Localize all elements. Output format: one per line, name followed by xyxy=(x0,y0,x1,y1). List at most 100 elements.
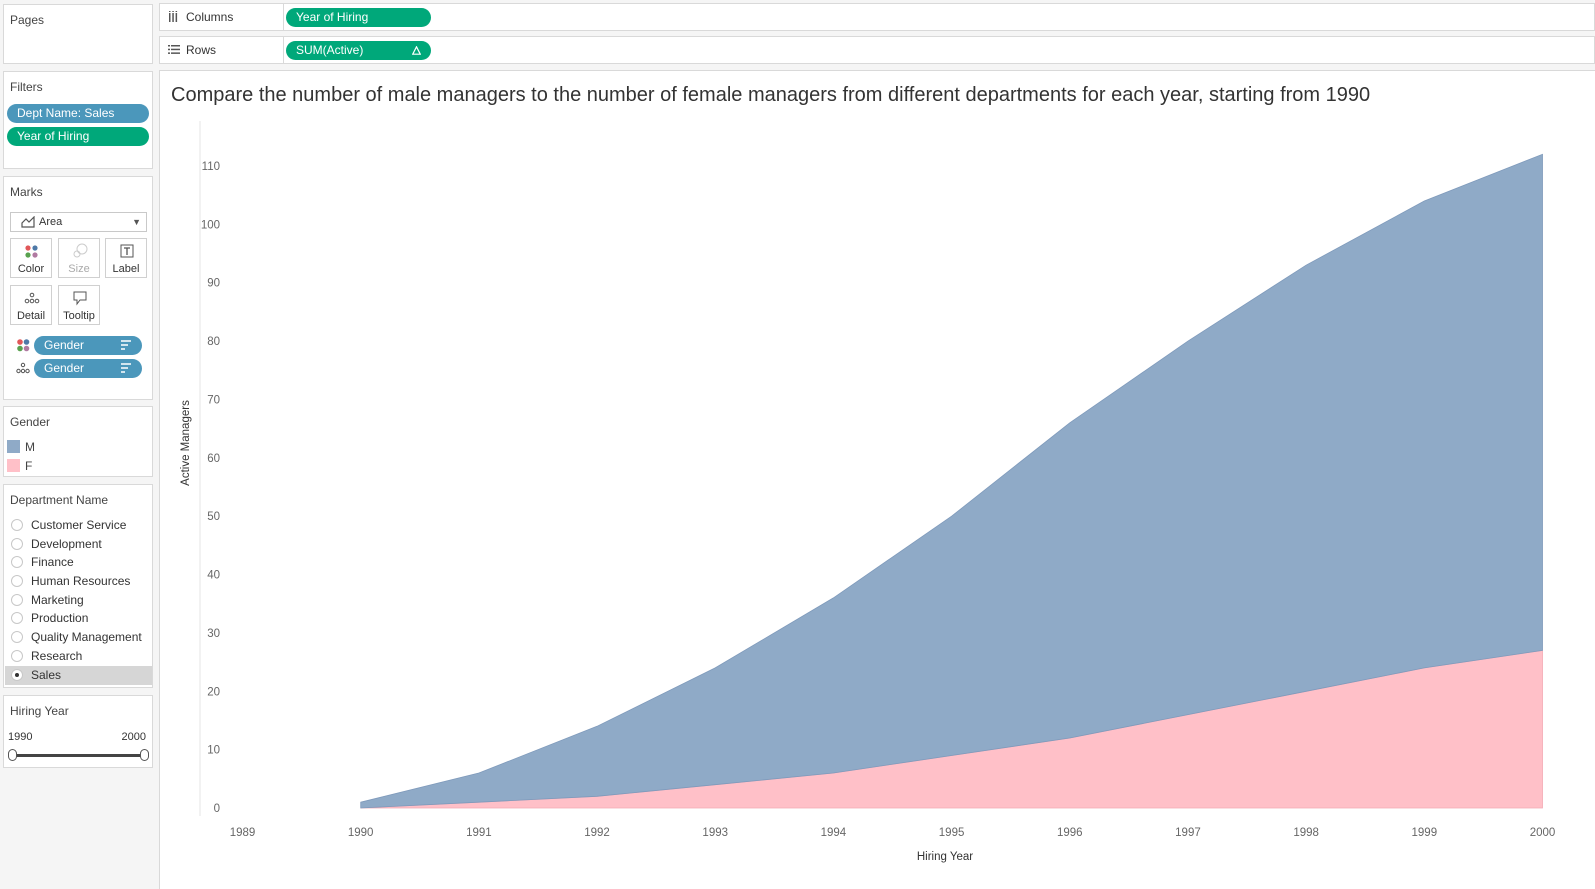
department-filter-title: Department Name xyxy=(10,493,109,507)
label-icon xyxy=(120,244,134,258)
slider-max-handle[interactable] xyxy=(140,749,149,761)
dept-option-label: Research xyxy=(31,649,83,663)
y-tick-label: 50 xyxy=(207,511,220,523)
x-tick-label: 1992 xyxy=(584,827,610,839)
x-tick-label: 1991 xyxy=(466,827,492,839)
dept-option-quality-management[interactable]: Quality Management xyxy=(5,628,152,647)
y-axis: 0 10 20 30 40 50 60 70 80 90 100 110 xyxy=(201,161,220,815)
y-tick-label: 110 xyxy=(202,161,220,173)
size-button-label: Size xyxy=(68,263,90,275)
x-tick-label: 1990 xyxy=(348,827,374,839)
filter-pill-year-of-hiring[interactable]: Year of Hiring xyxy=(7,127,149,146)
radio-button[interactable] xyxy=(11,631,23,643)
y-axis-label: Active Managers xyxy=(180,400,192,486)
detail-button-label: Detail xyxy=(16,310,46,322)
marks-title: Marks xyxy=(10,185,43,199)
hiring-year-filter: Hiring Year 1990 2000 xyxy=(3,695,153,768)
label-button-label: Label xyxy=(112,263,140,275)
radio-button[interactable] xyxy=(11,575,23,587)
columns-icon xyxy=(169,11,178,22)
color-encoding-icon xyxy=(17,339,30,352)
size-button[interactable]: Size xyxy=(58,238,100,278)
legend-swatch-m xyxy=(7,440,20,453)
area-series xyxy=(360,153,1543,809)
detail-encoding-icon xyxy=(16,362,30,374)
x-axis-label: Hiring Year xyxy=(917,851,973,863)
columns-pill-year-of-hiring[interactable]: Year of Hiring xyxy=(286,8,431,27)
y-tick-label: 70 xyxy=(207,394,220,406)
legend-item-m[interactable]: M xyxy=(7,440,35,454)
chevron-down-icon: ▼ xyxy=(132,217,141,227)
radio-button[interactable] xyxy=(11,556,23,568)
y-tick-label: 90 xyxy=(207,278,220,290)
color-button[interactable]: Color xyxy=(10,238,52,278)
hiring-year-title: Hiring Year xyxy=(10,704,69,718)
x-tick-label: 1989 xyxy=(230,827,256,839)
x-tick-label: 2000 xyxy=(1530,827,1556,839)
slider-min-handle[interactable] xyxy=(8,749,17,761)
dept-option-marketing[interactable]: Marketing xyxy=(5,591,152,610)
legend-item-f[interactable]: F xyxy=(7,459,32,473)
y-tick-label: 30 xyxy=(207,628,220,640)
mark-type-dropdown[interactable]: Area ▼ xyxy=(10,212,147,232)
dept-option-label: Quality Management xyxy=(31,630,142,644)
y-tick-label: 0 xyxy=(214,803,220,815)
x-tick-label: 1998 xyxy=(1293,827,1319,839)
y-tick-label: 20 xyxy=(207,686,220,698)
rows-shelf-label: Rows xyxy=(160,37,284,63)
label-button[interactable]: Label xyxy=(105,238,147,278)
sort-icon xyxy=(121,340,131,350)
gender-legend: Gender M F xyxy=(3,406,153,477)
x-tick-label: 1995 xyxy=(939,827,965,839)
dept-option-finance[interactable]: Finance xyxy=(5,553,152,572)
dept-option-label: Sales xyxy=(31,668,62,682)
radio-button-selected[interactable] xyxy=(11,669,23,681)
columns-shelf-label: Columns xyxy=(160,4,284,30)
dept-option-label: Marketing xyxy=(31,593,84,607)
detail-field-text: Gender xyxy=(44,361,85,375)
detail-icon xyxy=(24,292,40,304)
delta-icon xyxy=(412,46,421,55)
radio-button[interactable] xyxy=(11,519,23,531)
dept-option-production[interactable]: Production xyxy=(5,609,152,628)
columns-label-text: Columns xyxy=(186,10,234,24)
dept-option-label: Production xyxy=(31,611,89,625)
dept-option-customer-service[interactable]: Customer Service xyxy=(5,516,152,535)
rows-icon xyxy=(168,45,180,54)
radio-button[interactable] xyxy=(11,612,23,624)
pages-shelf[interactable]: Pages xyxy=(3,4,153,64)
columns-shelf[interactable]: Columns Year of Hiring xyxy=(159,3,1595,31)
legend-label-f: F xyxy=(25,459,33,473)
mark-type-value: Area xyxy=(39,216,63,228)
radio-button[interactable] xyxy=(11,650,23,662)
dept-option-sales[interactable]: Sales xyxy=(5,666,152,685)
x-tick-label: 1999 xyxy=(1412,827,1438,839)
detail-button[interactable]: Detail xyxy=(10,285,52,325)
tooltip-button-label: Tooltip xyxy=(63,310,95,322)
filters-shelf[interactable]: Filters Dept Name: Sales Year of Hiring xyxy=(3,71,153,169)
y-tick-label: 60 xyxy=(207,453,220,465)
rows-pill-sum-active[interactable]: SUM(Active) xyxy=(286,41,431,60)
dept-option-development[interactable]: Development xyxy=(5,535,152,554)
dept-option-human-resources[interactable]: Human Resources xyxy=(5,572,152,591)
legend-title: Gender xyxy=(10,415,51,429)
slider-track[interactable] xyxy=(13,754,147,757)
color-field-text: Gender xyxy=(44,338,85,352)
detail-field-pill-gender[interactable]: Gender xyxy=(34,359,142,378)
dept-option-research[interactable]: Research xyxy=(5,647,152,666)
y-tick-label: 10 xyxy=(207,745,220,757)
filters-title: Filters xyxy=(10,80,43,94)
x-tick-label: 1997 xyxy=(1175,827,1201,839)
radio-button[interactable] xyxy=(11,594,23,606)
rows-shelf[interactable]: Rows SUM(Active) xyxy=(159,36,1595,64)
filter-pill-dept-name[interactable]: Dept Name: Sales xyxy=(7,104,149,123)
dept-option-label: Development xyxy=(31,537,102,551)
area-series-m[interactable] xyxy=(360,153,1543,809)
slider-min-value: 1990 xyxy=(8,731,33,743)
x-tick-label: 1994 xyxy=(821,827,847,839)
radio-button[interactable] xyxy=(11,538,23,550)
tooltip-button[interactable]: Tooltip xyxy=(58,285,100,325)
color-field-pill-gender[interactable]: Gender xyxy=(34,336,142,355)
